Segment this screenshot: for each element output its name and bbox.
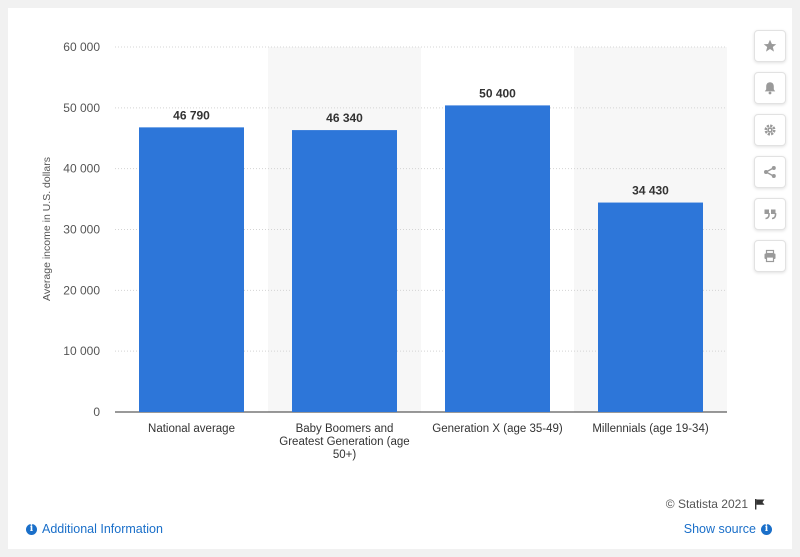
y-tick-label: 20 000 [63,283,100,297]
share-icon [764,166,776,178]
x-tick-label: Millennials (age 19-34) [592,423,709,435]
bar [139,127,244,412]
bar [445,105,550,413]
data-label: 50 400 [479,86,516,100]
additional-information-link[interactable]: i Additional Information [26,522,163,536]
star-icon [763,39,777,52]
bell-button[interactable] [754,72,786,104]
data-label: 34 430 [632,184,669,198]
bar [598,202,703,412]
chart-card: 0 10 000 20 000 30 000 40 000 50 000 60 000 Ave… [8,8,792,549]
bar-chart: 0 10 000 20 000 30 000 40 000 50 000 60 000 Ave… [41,40,727,461]
quote-icon [764,209,777,220]
flag-icon[interactable] [754,498,766,510]
info-icon: i [761,523,772,535]
y-tick-label: 0 [93,405,100,419]
print-button[interactable] [754,240,786,272]
y-tick-label: 10 000 [63,344,100,358]
bar [292,130,397,412]
star-button[interactable] [754,30,786,62]
y-tick-label: 60 000 [63,40,100,54]
x-tick-label: Baby Boomers and Greatest Generation (age… [279,423,409,461]
bell-icon [764,82,776,95]
y-tick-label: 40 000 [63,162,100,176]
settings-button[interactable] [754,114,786,146]
chart-toolbar [754,30,786,282]
share-button[interactable] [754,156,786,188]
gear-icon [764,124,776,136]
y-tick-label: 30 000 [63,223,100,237]
print-icon [764,249,776,263]
y-axis-title: Average income in U.S. dollars [41,157,53,301]
data-label: 46 340 [326,111,363,125]
x-tick-label: National average [148,423,235,435]
y-tick-label: 50 000 [63,101,100,115]
data-label: 46 790 [173,108,210,122]
show-source-label: Show source [683,522,756,536]
copyright: © Statista 2021 [666,497,766,511]
show-source-link[interactable]: Show source i [684,522,772,536]
cite-button[interactable] [754,198,786,230]
info-icon: i [26,523,37,535]
copyright-text: © Statista 2021 [665,497,748,511]
additional-information-label: Additional Information [42,522,163,536]
x-tick-label: Generation X (age 35-49) [432,423,563,435]
